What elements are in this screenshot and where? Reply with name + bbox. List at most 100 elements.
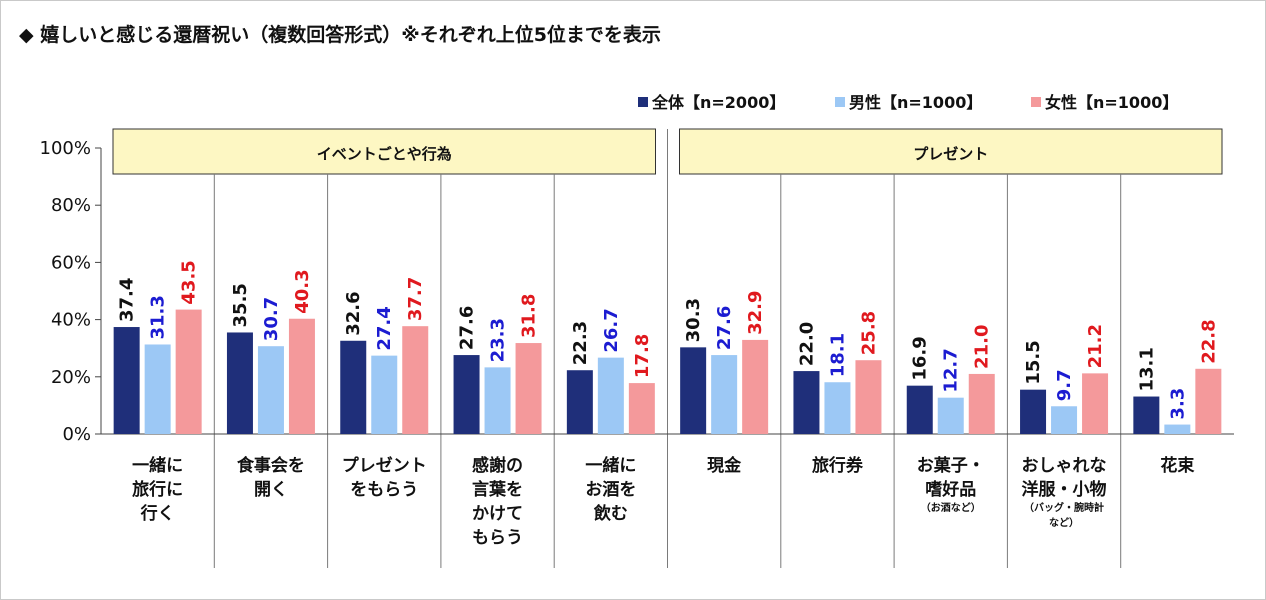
category-label: 行く [140, 503, 175, 524]
group-header-label: イベントごとや行為 [317, 145, 452, 163]
data-label: 40.3 [292, 269, 313, 313]
bar-total [906, 385, 933, 434]
category-label: 花束 [1160, 455, 1194, 476]
bar-male [1164, 424, 1191, 434]
data-label: 9.7 [1054, 369, 1075, 401]
data-label: 12.7 [941, 348, 962, 392]
data-label: 43.5 [179, 260, 200, 304]
bar-female [1195, 368, 1222, 434]
bar-male [371, 355, 398, 434]
bar-male [1051, 406, 1078, 434]
category-label: もらう [472, 528, 523, 548]
category-label: お菓子・ [917, 456, 985, 476]
data-label: 27.4 [374, 306, 395, 350]
bar-male [937, 397, 964, 434]
data-label: 13.1 [1136, 347, 1157, 391]
category-label: 一緒に [132, 455, 183, 476]
category-label: 開く [254, 480, 288, 500]
y-tick-label: 100% [40, 138, 91, 159]
category-label: 嗜好品 [925, 479, 976, 500]
data-label: 16.9 [910, 336, 931, 380]
bar-male [711, 355, 738, 434]
category-note: （バッグ・腕時計 [1024, 501, 1104, 514]
group-header-label: プレゼント [913, 145, 988, 163]
data-label: 37.4 [117, 278, 138, 322]
legend: 全体【n=2000】 男性【n=1000】 女性【n=1000】 [638, 93, 1178, 112]
group-header-box [679, 128, 1223, 175]
group-header-box [112, 128, 656, 175]
chart-title: ◆ 嬉しいと感じる還暦祝い（複数回答形式）※それぞれ上位5位までを表示 [19, 23, 661, 46]
data-label: 32.9 [745, 290, 766, 334]
category-label: 旅行券 [812, 455, 864, 476]
category-label: お酒を [585, 479, 636, 500]
y-tick-label: 40% [51, 310, 91, 331]
y-tick-label: 60% [51, 252, 91, 273]
category-label: 飲む [593, 503, 628, 524]
data-label: 31.8 [519, 294, 540, 338]
category-label: をもらう [350, 480, 418, 500]
data-label: 15.5 [1023, 340, 1044, 384]
bar-total [340, 340, 367, 434]
bar-male [144, 344, 171, 434]
bar-female [175, 309, 202, 434]
data-label: 22.0 [796, 322, 817, 366]
bar-total [453, 355, 480, 434]
data-label: 23.3 [488, 318, 509, 362]
bar-female [855, 360, 882, 434]
category-label: 食事会を [237, 455, 305, 476]
legend-swatch [835, 97, 845, 107]
legend-label: 全体【n=2000】 [651, 93, 785, 112]
bar-male [597, 357, 624, 434]
data-label: 27.6 [457, 306, 478, 350]
y-tick-label: 20% [51, 367, 91, 388]
legend-swatch [1031, 97, 1041, 107]
bar-female [515, 343, 542, 434]
bar-female [402, 326, 429, 434]
category-label: 現金 [707, 455, 742, 476]
bar-total [680, 347, 707, 434]
data-label: 21.2 [1085, 324, 1106, 368]
bar-female [288, 318, 315, 434]
bar-total [793, 371, 820, 434]
bar-total [1020, 389, 1047, 434]
y-tick-label: 0% [62, 424, 91, 445]
bar-female [742, 339, 769, 434]
bar-total [226, 332, 253, 434]
data-label: 32.6 [343, 291, 364, 335]
bar-total [566, 370, 593, 434]
category-label: プレゼント [342, 455, 427, 476]
category-label: かけて [472, 504, 523, 524]
bar-female [1082, 373, 1109, 434]
data-label: 37.7 [405, 277, 426, 321]
category-label: 旅行に [132, 479, 183, 500]
bar-total [1133, 396, 1160, 434]
category-label: 洋服・小物 [1022, 479, 1107, 500]
data-label: 25.8 [858, 311, 879, 355]
category-note: など） [1049, 516, 1079, 529]
bar-male [824, 382, 851, 434]
legend-label: 女性【n=1000】 [1045, 93, 1178, 112]
data-label: 30.3 [683, 298, 704, 342]
category-note: （お酒など） [921, 501, 981, 514]
data-label: 21.0 [972, 325, 993, 369]
bar-male [257, 346, 284, 434]
category-label: おしゃれな [1022, 456, 1107, 476]
bar-total [113, 327, 140, 434]
category-label: 一緒に [585, 455, 636, 476]
bar-female [628, 383, 655, 434]
legend-label: 男性【n=1000】 [849, 93, 982, 112]
bar-male [484, 367, 511, 434]
data-label: 22.3 [570, 321, 591, 365]
data-label: 18.1 [827, 333, 848, 377]
data-label: 30.7 [261, 297, 282, 341]
data-label: 26.7 [601, 308, 622, 352]
data-label: 35.5 [230, 283, 251, 327]
data-label: 27.6 [714, 306, 735, 350]
data-label: 3.3 [1167, 388, 1188, 420]
legend-swatch [638, 97, 648, 107]
bar-female [968, 373, 995, 434]
data-label: 31.3 [148, 295, 169, 339]
